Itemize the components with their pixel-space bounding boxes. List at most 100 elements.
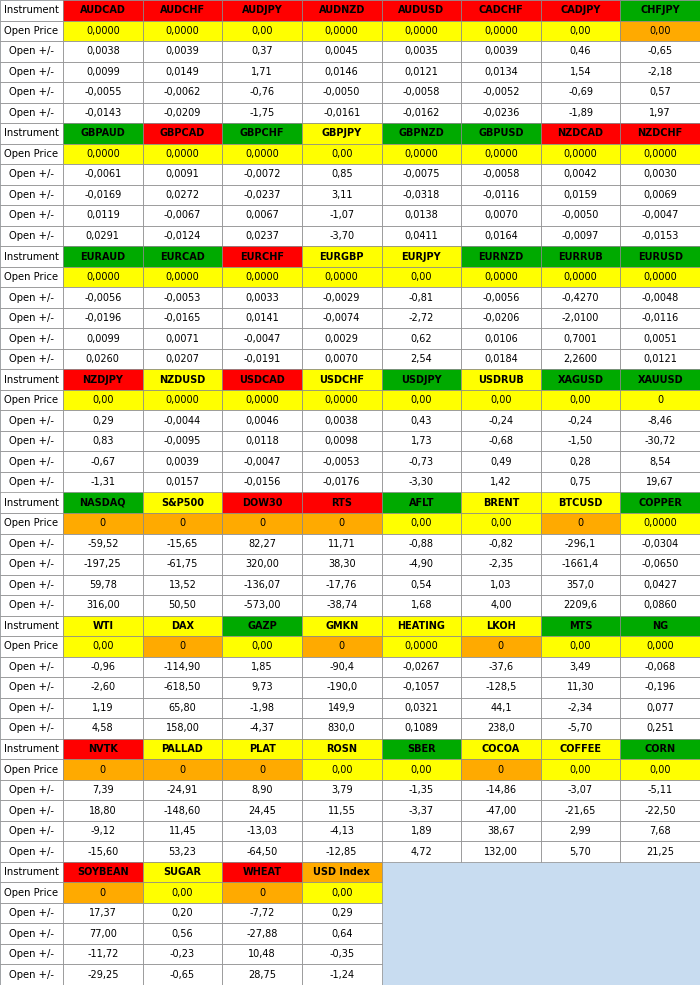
Text: 0,077: 0,077 — [646, 703, 674, 713]
Bar — [382, 554, 461, 574]
Bar — [620, 492, 700, 513]
Bar — [143, 574, 223, 595]
Text: 0,0141: 0,0141 — [245, 313, 279, 323]
Text: -0,0206: -0,0206 — [482, 313, 519, 323]
Text: -1,35: -1,35 — [409, 785, 434, 795]
Bar — [461, 369, 540, 390]
Bar — [63, 923, 143, 944]
Text: 0,0000: 0,0000 — [86, 26, 120, 35]
Bar — [63, 534, 143, 554]
Text: GMKN: GMKN — [325, 621, 358, 630]
Text: AUDJPY: AUDJPY — [241, 5, 282, 15]
Text: Open +/-: Open +/- — [9, 847, 54, 857]
Bar — [223, 657, 302, 678]
Text: GAZP: GAZP — [247, 621, 277, 630]
Text: 10,48: 10,48 — [248, 950, 276, 959]
Text: Open +/-: Open +/- — [9, 46, 54, 56]
Text: 0,46: 0,46 — [570, 46, 592, 56]
Text: USDRUB: USDRUB — [478, 374, 524, 384]
Text: Open +/-: Open +/- — [9, 929, 54, 939]
Text: Instrument: Instrument — [4, 497, 59, 507]
Bar — [461, 697, 540, 718]
Bar — [223, 205, 302, 226]
Text: 0,1089: 0,1089 — [405, 724, 438, 734]
Bar — [302, 288, 382, 307]
Text: 0,0029: 0,0029 — [325, 334, 358, 344]
Bar — [0, 574, 63, 595]
Bar — [382, 328, 461, 349]
Bar — [302, 390, 382, 411]
Bar — [382, 739, 461, 759]
Bar — [63, 307, 143, 328]
Bar — [302, 349, 382, 369]
Bar — [620, 718, 700, 739]
Bar — [302, 678, 382, 697]
Bar — [540, 0, 620, 21]
Text: 0,0000: 0,0000 — [325, 26, 358, 35]
Bar — [461, 800, 540, 821]
Text: PALLAD: PALLAD — [162, 744, 203, 754]
Bar — [620, 534, 700, 554]
Text: SUGAR: SUGAR — [163, 867, 202, 877]
Bar — [143, 307, 223, 328]
Text: 0,251: 0,251 — [646, 724, 674, 734]
Text: Open +/-: Open +/- — [9, 580, 54, 590]
Bar — [382, 821, 461, 841]
Text: 0,43: 0,43 — [411, 416, 432, 426]
Bar — [382, 41, 461, 61]
Text: XAUUSD: XAUUSD — [638, 374, 683, 384]
Text: 0,0164: 0,0164 — [484, 231, 518, 241]
Bar — [540, 390, 620, 411]
Text: -2,60: -2,60 — [90, 683, 116, 692]
Bar — [540, 678, 620, 697]
Bar — [0, 21, 63, 41]
Text: 0,20: 0,20 — [172, 908, 193, 918]
Bar — [461, 0, 540, 21]
Bar — [461, 82, 540, 102]
Bar — [540, 144, 620, 164]
Bar — [143, 472, 223, 492]
Bar — [540, 780, 620, 800]
Text: 0,0000: 0,0000 — [405, 641, 438, 651]
Text: Open +/-: Open +/- — [9, 683, 54, 692]
Text: 0,0000: 0,0000 — [643, 518, 677, 528]
Text: NASDAQ: NASDAQ — [80, 497, 126, 507]
Text: 0,0000: 0,0000 — [643, 149, 677, 159]
Bar — [0, 61, 63, 82]
Bar — [302, 430, 382, 451]
Text: Open +/-: Open +/- — [9, 190, 54, 200]
Text: Open Price: Open Price — [4, 26, 59, 35]
Text: -0,0162: -0,0162 — [402, 108, 440, 118]
Text: 0,0000: 0,0000 — [325, 395, 358, 405]
Bar — [382, 246, 461, 267]
Bar — [461, 328, 540, 349]
Text: USDCAD: USDCAD — [239, 374, 285, 384]
Bar — [223, 821, 302, 841]
Text: WHEAT: WHEAT — [243, 867, 281, 877]
Bar — [143, 944, 223, 964]
Bar — [143, 718, 223, 739]
Bar — [0, 144, 63, 164]
Bar — [461, 821, 540, 841]
Text: 44,1: 44,1 — [490, 703, 512, 713]
Bar — [223, 554, 302, 574]
Bar — [461, 513, 540, 534]
Bar — [143, 390, 223, 411]
Bar — [223, 226, 302, 246]
Bar — [143, 800, 223, 821]
Text: 4,72: 4,72 — [410, 847, 432, 857]
Text: -0,0056: -0,0056 — [84, 293, 122, 302]
Bar — [223, 697, 302, 718]
Bar — [143, 226, 223, 246]
Bar — [620, 61, 700, 82]
Bar — [302, 739, 382, 759]
Text: 316,00: 316,00 — [86, 601, 120, 611]
Text: -0,96: -0,96 — [90, 662, 116, 672]
Bar — [461, 678, 540, 697]
Bar — [0, 883, 63, 903]
Bar — [461, 288, 540, 307]
Text: -0,0058: -0,0058 — [482, 169, 519, 179]
Bar — [540, 451, 620, 472]
Text: -0,0053: -0,0053 — [323, 457, 360, 467]
Bar — [382, 184, 461, 205]
